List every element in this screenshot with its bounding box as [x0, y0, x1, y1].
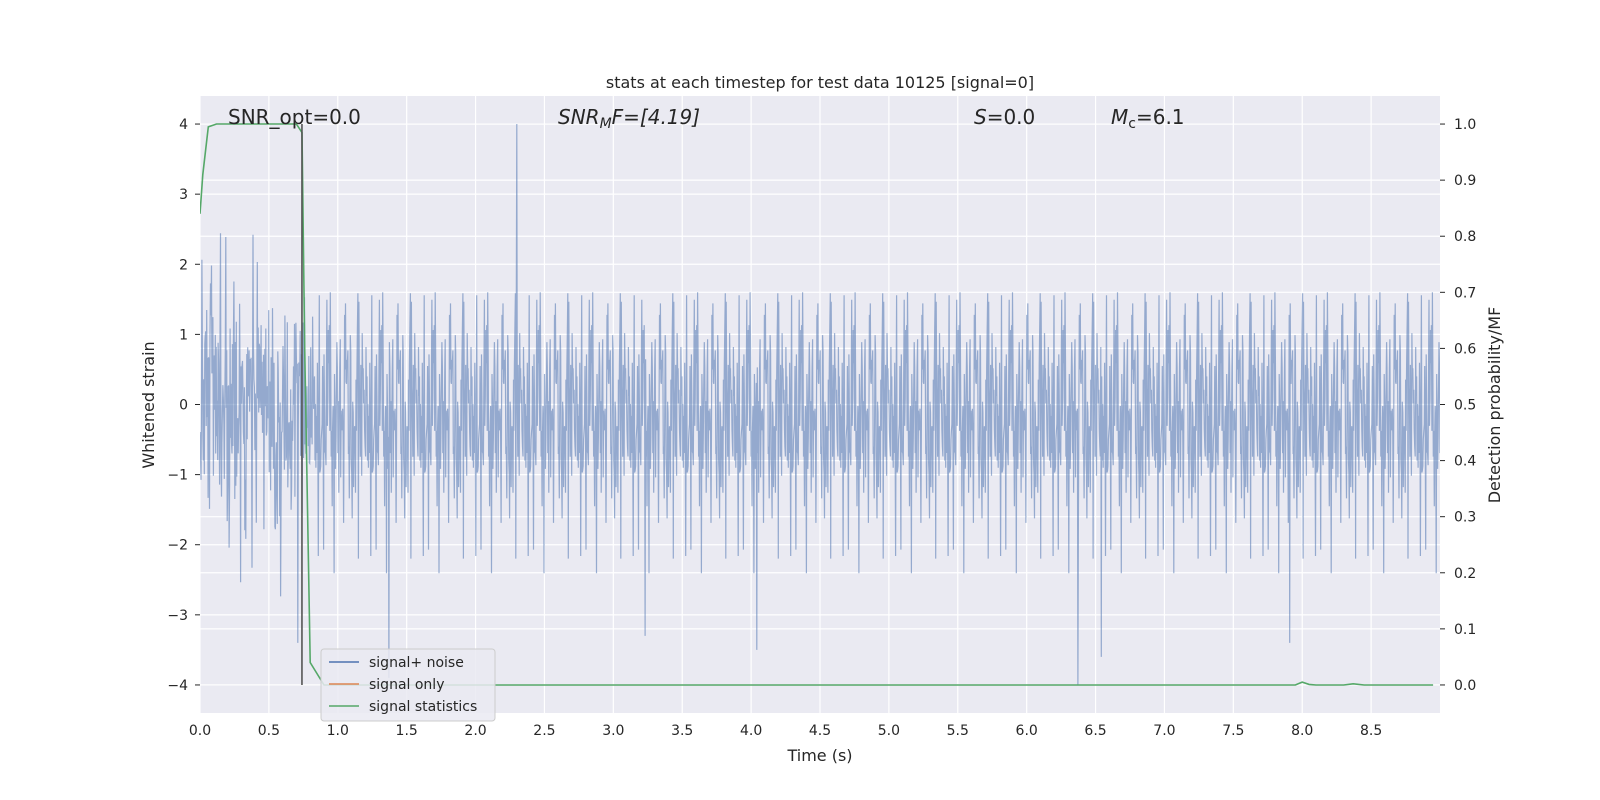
x-tick-label: 6.0 — [1016, 723, 1038, 739]
legend: signal+ noise signal only signal statist… — [320, 648, 496, 722]
chart-title: stats at each timestep for test data 101… — [606, 73, 1034, 92]
x-tick-label: 0.0 — [189, 723, 211, 739]
x-tick-label: 3.5 — [671, 723, 693, 739]
annotation-s: S=0.0 — [974, 105, 1035, 129]
x-tick-label: 5.5 — [947, 723, 969, 739]
y-left-tick-label: −3 — [167, 608, 188, 624]
y-left-tick-label: −1 — [167, 468, 188, 484]
y-axis-right-label: Detection probability/MF — [1485, 307, 1504, 504]
x-tick-label: 1.0 — [327, 723, 349, 739]
x-tick-label: 2.0 — [464, 723, 486, 739]
legend-box — [320, 648, 496, 722]
x-tick-label: 7.0 — [1153, 723, 1175, 739]
y-axis-left-ticks: −4 −3 −2 −1 0 1 2 3 4 — [167, 117, 200, 694]
plot-content — [200, 123, 1440, 686]
x-tick-label: 0.5 — [258, 723, 280, 739]
legend-label-signal-only: signal only — [369, 677, 444, 693]
y-right-tick-label: 0.0 — [1454, 678, 1476, 694]
x-tick-label: 8.0 — [1291, 723, 1313, 739]
y-right-tick-label: 0.6 — [1454, 341, 1476, 357]
y-axis-right-ticks: 0.0 0.1 0.2 0.3 0.4 0.5 0.6 0.7 0.8 0.9 1.0 — [1440, 117, 1476, 694]
x-axis-label: Time (s) — [786, 746, 852, 765]
x-tick-label: 7.5 — [1222, 723, 1244, 739]
y-right-tick-label: 0.9 — [1454, 173, 1476, 189]
x-tick-label: 3.0 — [602, 723, 624, 739]
y-right-tick-label: 0.5 — [1454, 398, 1476, 414]
annotation-mc: Mc=6.1 — [1111, 105, 1185, 132]
x-axis-ticks: 0.0 0.5 1.0 1.5 2.0 2.5 3.0 3.5 4.0 4.5 5.0 5.5 6.0 6… — [189, 723, 1382, 739]
y-left-tick-label: 3 — [179, 187, 188, 203]
y-right-tick-label: 0.4 — [1454, 454, 1476, 470]
x-tick-label: 2.5 — [533, 723, 555, 739]
y-right-tick-label: 1.0 — [1454, 117, 1476, 133]
annotation-snr-mf: SNRMF=[4.19] — [558, 105, 700, 132]
y-right-tick-label: 0.2 — [1454, 566, 1476, 582]
annotation-snr-opt: SNR_opt=0.0 — [228, 105, 361, 129]
y-left-tick-label: −4 — [167, 678, 188, 694]
x-tick-label: 8.5 — [1360, 723, 1382, 739]
y-right-tick-label: 0.8 — [1454, 229, 1476, 245]
y-right-tick-label: 0.7 — [1454, 285, 1476, 301]
y-left-tick-label: 4 — [179, 117, 188, 133]
series-signal-noise — [200, 123, 1440, 686]
y-left-tick-label: 2 — [179, 257, 188, 273]
x-tick-label: 6.5 — [1084, 723, 1106, 739]
y-right-tick-label: 0.3 — [1454, 510, 1476, 526]
x-tick-label: 1.5 — [396, 723, 418, 739]
y-axis-left-label: Whitened strain — [139, 341, 158, 468]
legend-label-signal-statistics: signal statistics — [369, 699, 477, 715]
y-left-tick-label: −2 — [167, 538, 188, 554]
x-tick-label: 4.0 — [740, 723, 762, 739]
x-tick-label: 5.0 — [878, 723, 900, 739]
legend-label-signal-noise: signal+ noise — [369, 655, 464, 671]
y-left-tick-label: 1 — [179, 327, 188, 343]
y-right-tick-label: 0.1 — [1454, 622, 1476, 638]
x-tick-label: 4.5 — [809, 723, 831, 739]
y-left-tick-label: 0 — [179, 398, 188, 414]
series-signal-statistics — [200, 123, 1434, 686]
